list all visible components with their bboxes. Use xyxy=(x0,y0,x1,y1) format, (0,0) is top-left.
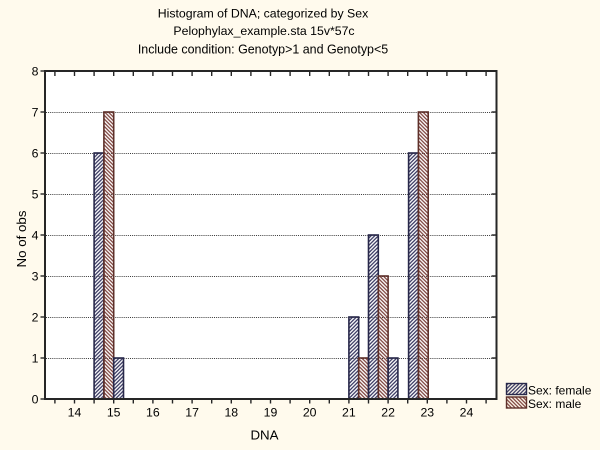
svg-text:15: 15 xyxy=(107,406,121,420)
svg-text:21: 21 xyxy=(342,406,356,420)
svg-text:No of obs: No of obs xyxy=(14,210,29,267)
svg-text:18: 18 xyxy=(224,406,238,420)
svg-text:2: 2 xyxy=(32,311,39,325)
svg-text:5: 5 xyxy=(32,188,39,202)
svg-text:4: 4 xyxy=(32,229,39,243)
svg-text:20: 20 xyxy=(303,406,317,420)
svg-text:Include condition: Genotyp>1 a: Include condition: Genotyp>1 and Genotyp… xyxy=(138,42,388,56)
svg-text:6: 6 xyxy=(32,147,39,161)
svg-text:19: 19 xyxy=(264,406,278,420)
svg-text:16: 16 xyxy=(146,406,160,420)
svg-text:22: 22 xyxy=(381,406,395,420)
svg-text:Sex: female: Sex: female xyxy=(528,383,592,397)
svg-text:23: 23 xyxy=(420,406,434,420)
svg-text:7: 7 xyxy=(32,106,39,120)
svg-text:1: 1 xyxy=(32,352,39,366)
svg-text:Sex: male: Sex: male xyxy=(528,397,582,411)
svg-text:14: 14 xyxy=(68,406,82,420)
svg-text:8: 8 xyxy=(32,65,39,79)
svg-text:DNA: DNA xyxy=(250,427,278,442)
svg-text:Histogram of DNA; categorized: Histogram of DNA; categorized by Sex xyxy=(158,6,369,20)
svg-text:17: 17 xyxy=(185,406,199,420)
svg-text:Pelophylax_example.sta 15v*57c: Pelophylax_example.sta 15v*57c xyxy=(173,24,354,38)
svg-text:0: 0 xyxy=(32,393,39,407)
svg-text:24: 24 xyxy=(460,406,474,420)
svg-text:3: 3 xyxy=(32,270,39,284)
